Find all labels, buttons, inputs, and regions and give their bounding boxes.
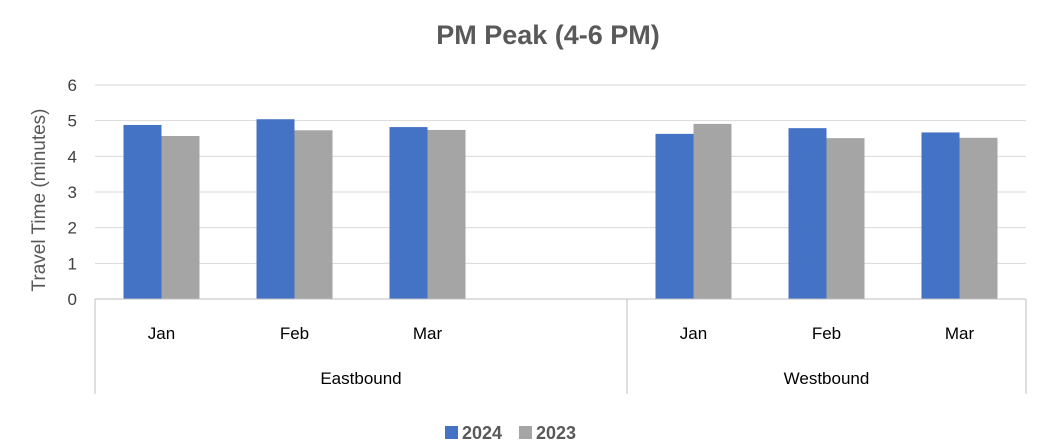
x-category-label: Mar xyxy=(945,324,975,343)
y-tick-label: 0 xyxy=(68,290,77,309)
y-tick-label: 4 xyxy=(68,147,77,166)
bar-2024 xyxy=(921,132,960,299)
bar-2023 xyxy=(161,136,200,299)
legend-label: 2023 xyxy=(536,423,576,443)
bars xyxy=(123,119,998,300)
x-group-label: Westbound xyxy=(784,369,870,388)
y-tick-label: 1 xyxy=(68,254,77,273)
y-tick-label: 5 xyxy=(68,112,77,131)
x-category-label: Jan xyxy=(680,324,707,343)
x-group-label: Eastbound xyxy=(320,369,401,388)
x-category-label: Jan xyxy=(148,324,175,343)
x-category-label: Mar xyxy=(413,324,443,343)
legend-swatch xyxy=(519,426,532,439)
y-tick-label: 3 xyxy=(68,183,77,202)
bar-2023 xyxy=(294,130,333,299)
bar-2024 xyxy=(123,124,162,300)
x-category-label: Feb xyxy=(812,324,841,343)
legend-label: 2024 xyxy=(462,423,502,443)
x-axis: Jan Feb Mar Jan Feb Mar Eastbound Westbound xyxy=(94,298,1027,394)
legend: 2024 2023 xyxy=(445,423,576,443)
legend-swatch xyxy=(445,426,458,439)
chart-title: PM Peak (4-6 PM) xyxy=(436,20,660,50)
bar-2023 xyxy=(826,138,865,299)
y-axis-label: Travel Time (minutes) xyxy=(29,109,50,292)
bar-2023 xyxy=(959,137,998,299)
y-tick-label: 2 xyxy=(68,219,77,238)
bar-2023 xyxy=(427,129,466,299)
bar-2024 xyxy=(655,133,694,299)
gridlines xyxy=(95,84,1026,300)
bar-2023 xyxy=(693,123,732,299)
bar-2024 xyxy=(788,128,827,299)
bar-2024 xyxy=(389,127,428,299)
y-tick-label: 6 xyxy=(68,76,77,95)
bar-2024 xyxy=(256,119,295,300)
x-category-label: Feb xyxy=(280,324,309,343)
y-axis-ticks: 0 1 2 3 4 5 6 xyxy=(68,76,77,309)
